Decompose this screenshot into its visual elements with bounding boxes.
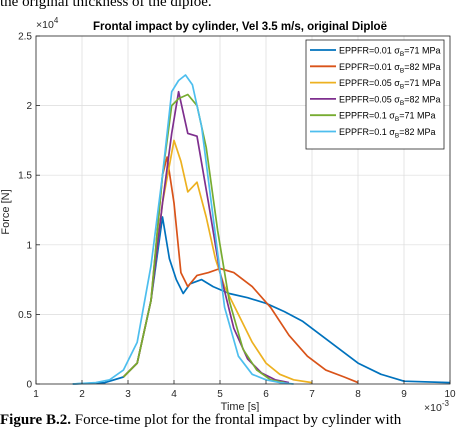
x-tick-label: 5 bbox=[217, 389, 223, 400]
force-time-chart: 1 2 3 4 5 6 7 8 9 10 0 0.5 1 1.5 2 2.5 Frontal impact b… bbox=[0, 16, 456, 412]
y-tick-label: 0 bbox=[26, 380, 32, 391]
y-tick-label: 1.5 bbox=[18, 171, 32, 182]
x-axis-multiplier: ×10-3 bbox=[424, 399, 449, 412]
y-tick-label: 1 bbox=[26, 240, 32, 251]
figure-caption: Figure B.2. Force-time plot for the fron… bbox=[0, 412, 401, 429]
caption-text: Force-time plot for the frontal impact b… bbox=[74, 412, 402, 428]
series-line-2 bbox=[122, 156, 359, 384]
x-tick-label: 6 bbox=[263, 389, 269, 400]
y-axis-label: Force [N] bbox=[0, 189, 12, 234]
plot-frame bbox=[35, 35, 451, 385]
series-line-4 bbox=[122, 90, 290, 384]
x-tick-label: 1 bbox=[33, 389, 39, 400]
series-line-6 bbox=[72, 74, 294, 385]
x-tick-label: 2 bbox=[79, 389, 85, 400]
legend-entry-2: EPPFR=0.01 σB=82 MPa bbox=[339, 62, 440, 75]
x-tick-label: 10 bbox=[444, 389, 456, 400]
legend-entry-4: EPPFR=0.05 σB=82 MPa bbox=[339, 94, 440, 107]
y-multiplier-exp: 4 bbox=[54, 16, 59, 25]
series-line-5 bbox=[122, 93, 285, 384]
x-multiplier-base: ×10 bbox=[424, 402, 442, 412]
x-tick-label: 7 bbox=[309, 389, 315, 400]
chart-title: Frontal impact by cylinder, Vel 3.5 m/s,… bbox=[93, 21, 387, 33]
axis-ticks: 1 2 3 4 5 6 7 8 9 10 0 0.5 1 1.5 2 2.5 bbox=[18, 32, 456, 401]
legend-entry-6: EPPFR=0.1 σB=82 MPa bbox=[339, 127, 435, 140]
legend-entry-5: EPPFR=0.1 σB=71 MPa bbox=[339, 111, 435, 124]
legend-entry-1: EPPFR=0.01 σB=71 MPa bbox=[339, 46, 440, 59]
x-tick-label: 3 bbox=[125, 389, 131, 400]
caption-label: Figure B.2. bbox=[0, 412, 71, 428]
x-tick-label: 8 bbox=[355, 389, 361, 400]
y-axis-multiplier: ×104 bbox=[36, 16, 59, 31]
y-tick-label: 0.5 bbox=[18, 310, 32, 321]
x-axis-label: Time [s] bbox=[221, 401, 260, 412]
series-lines bbox=[72, 74, 451, 385]
preceding-text-line: the original thickness of the diploe. bbox=[0, 0, 212, 10]
legend-entry-3: EPPFR=0.05 σB=71 MPa bbox=[339, 78, 440, 91]
y-tick-label: 2.5 bbox=[18, 32, 32, 43]
legend: EPPFR=0.01 σB=71 MPa EPPFR=0.01 σB=82 MPa… bbox=[305, 39, 445, 150]
y-tick-label: 2 bbox=[26, 101, 32, 112]
x-tick-label: 9 bbox=[401, 389, 407, 400]
x-multiplier-exp: -3 bbox=[442, 399, 450, 408]
x-tick-label: 4 bbox=[171, 389, 177, 400]
y-multiplier-base: ×10 bbox=[36, 19, 54, 31]
